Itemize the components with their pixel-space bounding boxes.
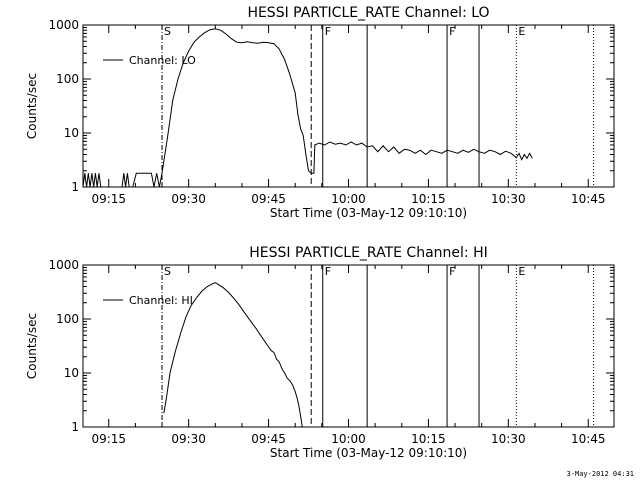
y-tick-label: 1000 bbox=[48, 18, 79, 32]
x-tick-label: 10:30 bbox=[491, 432, 526, 446]
hi-channel-chart: HESSI PARTICLE_RATE Channel: HI 1 10 100 100… bbox=[25, 245, 615, 460]
legend-label: Channel: LO bbox=[129, 54, 196, 67]
hi-channel-plot: HESSI PARTICLE_RATE Channel: HI 1 10 100 100… bbox=[0, 240, 640, 480]
series-line bbox=[82, 28, 533, 188]
x-tick-label: 10:15 bbox=[411, 192, 446, 206]
y-tick-label: 100 bbox=[56, 312, 79, 326]
x-tick-label: 09:45 bbox=[251, 432, 286, 446]
y-tick-label: 1 bbox=[71, 420, 79, 434]
x-tick-label: 10:30 bbox=[491, 192, 526, 206]
x-tick-label: 09:45 bbox=[251, 192, 286, 206]
event-marker-label: F bbox=[325, 265, 331, 278]
x-tick-label: 09:15 bbox=[91, 432, 126, 446]
chart-title: HESSI PARTICLE_RATE Channel: HI bbox=[249, 245, 487, 261]
event-marker-label: E bbox=[518, 25, 525, 38]
x-tick-label: 09:15 bbox=[91, 192, 126, 206]
lo-channel-plot: HESSI PARTICLE_RATE Channel: LO 1 10 100 100… bbox=[25, 5, 615, 220]
y-axis-label: Counts/sec bbox=[25, 73, 39, 139]
x-axis-label: Start Time (03-May-12 09:10:10) bbox=[270, 446, 467, 460]
event-marker-label: F bbox=[449, 25, 455, 38]
x-tick-label: 10:00 bbox=[331, 192, 366, 206]
x-tick-label: 10:00 bbox=[331, 432, 366, 446]
x-tick-label: 09:30 bbox=[171, 432, 206, 446]
x-tick-label: 09:30 bbox=[171, 192, 206, 206]
series-line bbox=[163, 282, 303, 428]
lo-channel-chart: HESSI PARTICLE_RATE Channel: LO 1 10 100 100… bbox=[25, 5, 615, 220]
x-tick-label: 10:15 bbox=[411, 432, 446, 446]
event-marker-label: S bbox=[164, 265, 171, 278]
x-tick-label: 10:45 bbox=[571, 192, 606, 206]
y-tick-label: 100 bbox=[56, 72, 79, 86]
y-tick-label: 10 bbox=[64, 366, 79, 380]
event-marker-label: S bbox=[164, 25, 171, 38]
legend-label: Channel: HI bbox=[129, 294, 193, 307]
y-tick-label: 1 bbox=[71, 180, 79, 194]
chart-title: HESSI PARTICLE_RATE Channel: LO bbox=[247, 5, 489, 21]
event-marker-label: F bbox=[449, 265, 455, 278]
y-tick-label: 10 bbox=[64, 126, 79, 140]
plot-frame bbox=[82, 24, 615, 188]
y-axis-label: Counts/sec bbox=[25, 313, 39, 379]
x-axis-label: Start Time (03-May-12 09:10:10) bbox=[270, 206, 467, 220]
x-tick-label: 10:45 bbox=[571, 432, 606, 446]
generation-timestamp: 3-May-2012 04:31 bbox=[566, 470, 634, 478]
event-marker-label: E bbox=[518, 265, 525, 278]
event-marker-label: F bbox=[325, 25, 331, 38]
plot-frame bbox=[82, 264, 615, 428]
y-tick-label: 1000 bbox=[48, 258, 79, 272]
